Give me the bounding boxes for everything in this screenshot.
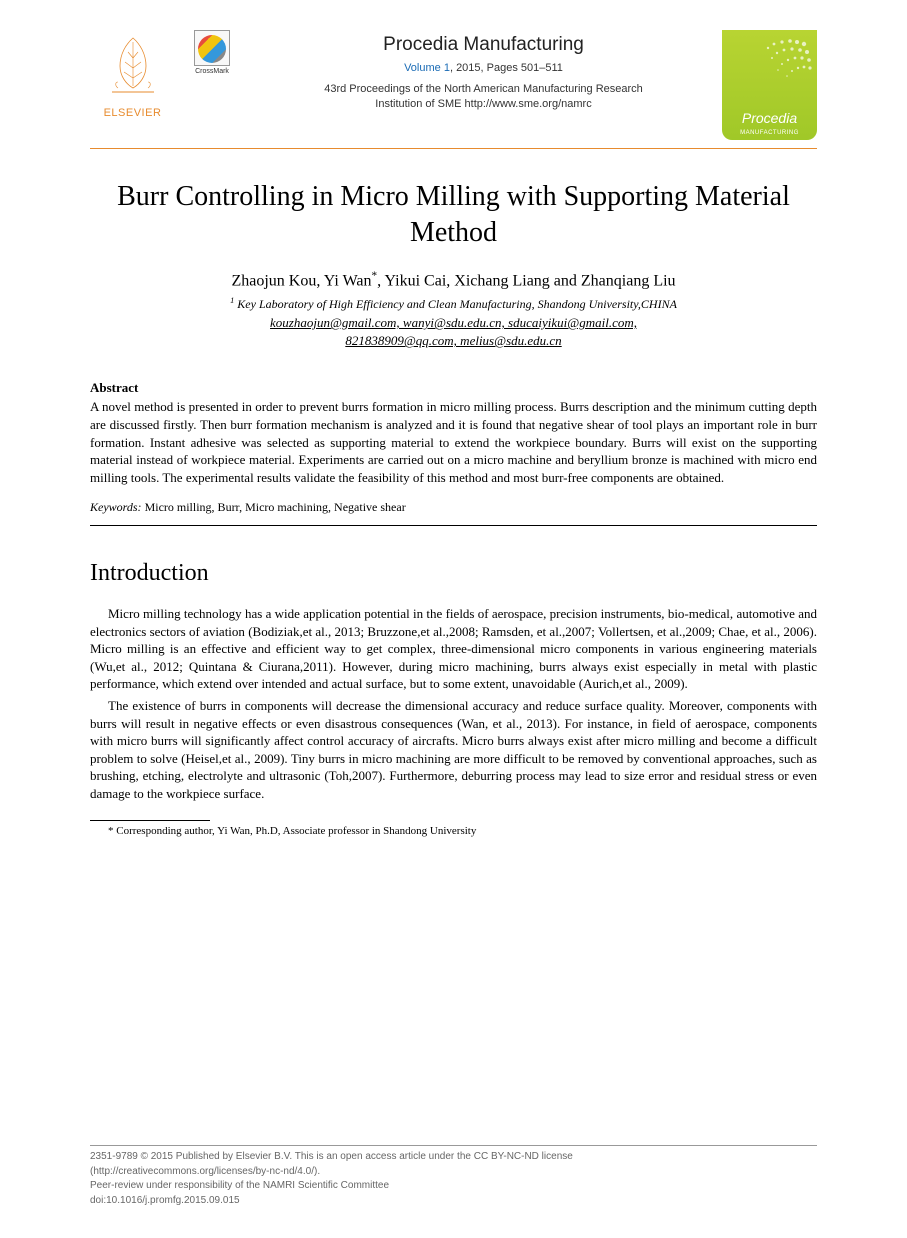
article-title: Burr Controlling in Micro Milling with S… (90, 179, 817, 252)
doi-line: doi:10.1016/j.promfg.2015.09.015 (90, 1194, 817, 1209)
abstract-heading: Abstract (90, 380, 817, 396)
page-header: ELSEVIER CrossMark Procedia Manufacturin… (90, 30, 817, 149)
author-emails[interactable]: kouzhaojun@gmail.com, wanyi@sdu.edu.cn, … (90, 314, 817, 350)
journal-info: Procedia Manufacturing Volume 1, 2015, P… (245, 30, 722, 112)
badge-subtitle: MANUFACTURING (722, 130, 817, 136)
keywords-label: Keywords: (90, 500, 142, 514)
journal-title: Procedia Manufacturing (245, 34, 722, 56)
abstract-text: A novel method is presented in order to … (90, 398, 817, 486)
keywords: Keywords: Micro milling, Burr, Micro mac… (90, 500, 817, 515)
author-list: Zhaojun Kou, Yi Wan*, Yikui Cai, Xichang… (90, 270, 817, 290)
footnote-rule (90, 820, 210, 821)
section-heading-intro: Introduction (90, 560, 817, 587)
crossmark-label: CrossMark (187, 68, 237, 75)
conference-name: 43rd Proceedings of the North American M… (245, 82, 722, 112)
intro-paragraph-2: The existence of burrs in components wil… (90, 697, 817, 802)
footer-rule (90, 1145, 817, 1146)
keywords-text: Micro milling, Burr, Micro machining, Ne… (142, 500, 406, 514)
badge-title: Procedia (722, 110, 817, 126)
year-pages: , 2015, Pages 501–511 (450, 62, 563, 74)
corresponding-author-footnote: * Corresponding author, Yi Wan, Ph.D, As… (90, 825, 817, 837)
volume-link[interactable]: Volume 1 (404, 62, 450, 74)
elsevier-label: ELSEVIER (90, 107, 175, 119)
abstract-rule (90, 525, 817, 526)
crossmark-badge[interactable]: CrossMark (187, 30, 237, 75)
badge-dots-icon (722, 36, 817, 86)
elsevier-logo: ELSEVIER (90, 30, 175, 119)
procedia-badge: Procedia MANUFACTURING (722, 30, 817, 140)
affiliation: 1 Key Laboratory of High Efficiency and … (90, 296, 817, 312)
page-footer: 2351-9789 © 2015 Published by Elsevier B… (90, 1145, 817, 1208)
peer-review-line: Peer-review under responsibility of the … (90, 1179, 817, 1194)
journal-meta: Volume 1, 2015, Pages 501–511 (245, 62, 722, 74)
elsevier-tree-icon (98, 30, 168, 100)
intro-paragraph-1: Micro milling technology has a wide appl… (90, 605, 817, 693)
copyright-line: 2351-9789 © 2015 Published by Elsevier B… (90, 1150, 817, 1165)
license-url: (http://creativecommons.org/licenses/by-… (90, 1165, 817, 1180)
crossmark-icon (194, 30, 230, 66)
